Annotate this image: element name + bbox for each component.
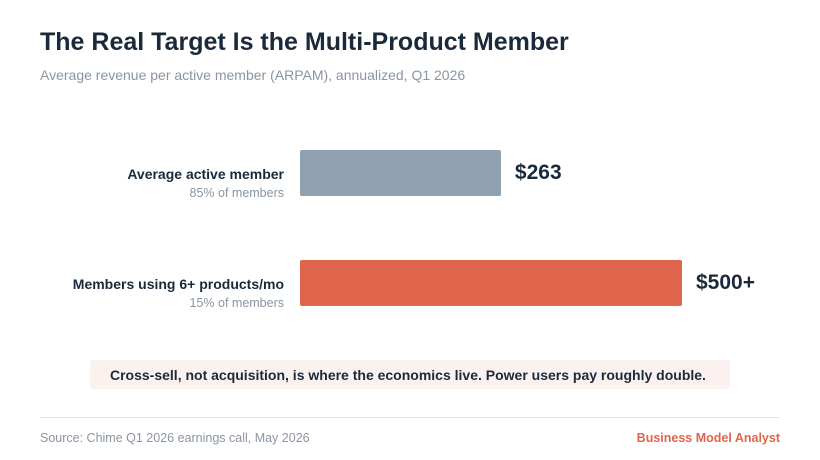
bar <box>300 260 682 306</box>
page-subtitle: Average revenue per active member (ARPAM… <box>40 67 466 83</box>
page-title: The Real Target Is the Multi-Product Mem… <box>40 28 569 56</box>
brand-label: Business Model Analyst <box>636 431 780 445</box>
bar <box>300 150 501 196</box>
bar-value-label: $500+ <box>696 271 755 294</box>
bar-value-label: $263 <box>514 161 562 184</box>
category-share: 15% of members <box>189 296 284 310</box>
callout-box: Cross-sell, not acquisition, is where th… <box>90 360 730 389</box>
category-name: Members using 6+ products/mo <box>72 276 284 292</box>
category-name: Average active member <box>127 166 284 182</box>
category-share: 85% of members <box>189 186 284 200</box>
category-label: Average active member 85% of members <box>127 166 284 200</box>
footer-divider <box>40 417 780 418</box>
source-note: Source: Chime Q1 2026 earnings call, May… <box>40 431 310 445</box>
category-label: Members using 6+ products/mo 15% of membe… <box>73 276 284 310</box>
